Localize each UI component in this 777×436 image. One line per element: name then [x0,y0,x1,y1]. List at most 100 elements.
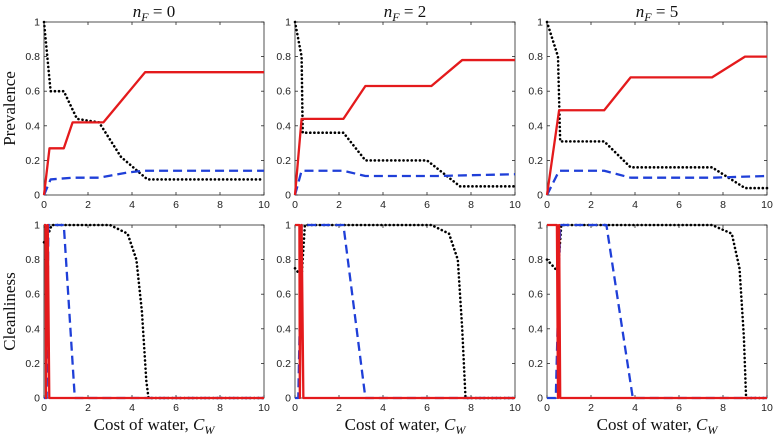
x-tick-label: 2 [588,402,594,414]
x-tick-label: 8 [468,199,474,211]
axes-frame [294,21,516,196]
y-tick-label: 0.2 [276,155,291,167]
x-tick-label: 0 [41,199,47,211]
series-line-red-solid [547,223,767,400]
x-tick-label: 10 [509,199,521,211]
x-tick-label: 2 [85,402,91,414]
y-tick-label: 1 [537,220,543,232]
x-tick-label: 4 [129,402,135,414]
x-tick-label: 6 [173,199,179,211]
x-tick-label: 8 [720,402,726,414]
x-tick-label: 0 [292,402,298,414]
y-tick-label: 0.8 [528,254,543,266]
panel-r0-c2: 0 2 4 6 8 10 0 0.2 0.4 0.6 0.8 1 nF = 5 [528,2,773,211]
x-tick-label: 10 [509,402,521,414]
y-tick-label: 0.4 [276,323,291,335]
x-tick-label: 4 [632,199,638,211]
y-tick-label: 0.6 [25,86,40,98]
y-tick-label: 0.8 [528,51,543,63]
x-tick-label: 8 [217,199,223,211]
series-group [293,223,517,400]
y-tick-label: 0 [34,190,40,202]
y-tick-label: 0.2 [276,358,291,370]
panel-r0-c1: 0 2 4 6 8 10 0 0.2 0.4 0.6 0.8 1 nF = 2 [276,2,521,211]
axes-frame [294,224,516,399]
series-line-blue-dashed [547,223,767,400]
series-line-blue-dashed [42,169,264,196]
y-tick-label: 0 [285,393,291,405]
x-axis-label: Cost of water, CW [345,415,467,436]
x-tick-label: 8 [720,199,726,211]
series-group [545,223,769,400]
x-tick-label: 4 [380,199,386,211]
panel-r1-c1: 0 2 4 6 8 10 0 0.2 0.4 0.6 0.8 1 Cost of water, CW [276,220,521,436]
y-tick-label: 0.4 [25,323,40,335]
series-group [545,20,769,196]
series-line-black-dotted [545,223,769,400]
series-line-black-dotted [42,20,266,181]
y-tick-label: 0 [537,190,543,202]
axes-frame [546,21,768,196]
x-tick-label: 0 [292,199,298,211]
x-tick-label: 0 [544,402,550,414]
y-tick-label: 0.6 [276,289,291,301]
y-tick-label: 0.4 [528,323,543,335]
y-tick-label: 0.2 [25,358,40,370]
x-tick-label: 4 [380,402,386,414]
y-tick-label: 0.8 [276,254,291,266]
y-tick-label: 0.2 [528,358,543,370]
series-group [293,20,517,196]
y-tick-label: 0 [285,190,291,202]
series-line-blue-dashed [295,223,515,400]
y-tick-label: 0 [537,393,543,405]
y-tick-label: 0 [34,393,40,405]
series-line-red-solid [293,58,515,196]
y-tick-label: 0.6 [528,86,543,98]
series-line-black-dotted [545,20,769,190]
x-axis-label: Cost of water, CW [597,415,719,436]
y-tick-label: 0.2 [25,155,40,167]
series-line-black-dotted [293,20,517,188]
x-tick-label: 4 [632,402,638,414]
y-tick-label: 0.8 [25,51,40,63]
x-tick-label: 6 [424,402,430,414]
panel-r1-c2: 0 2 4 6 8 10 0 0.2 0.4 0.6 0.8 1 Cost of water, CW [528,220,773,436]
x-tick-label: 6 [676,402,682,414]
axes-frame [43,21,265,196]
y-tick-label: 1 [34,17,40,29]
x-tick-label: 6 [424,199,430,211]
x-axis-label: Cost of water, CW [94,415,216,436]
panel-r1-c0: 0 2 4 6 8 10 0 0.2 0.4 0.6 0.8 1 Cost of water, CW [25,220,270,436]
x-tick-label: 2 [336,402,342,414]
y-tick-label: 0.4 [276,120,291,132]
x-tick-label: 2 [85,199,91,211]
series-line-red-solid [295,223,515,400]
y-tick-label: 0.4 [25,120,40,132]
x-tick-label: 2 [336,199,342,211]
series-line-red-solid [42,71,264,196]
axes-frame [546,224,768,399]
panel-r0-c0: 0 2 4 6 8 10 0 0.2 0.4 0.6 0.8 1 nF = 0 [25,2,270,211]
y-tick-label: 0.8 [25,254,40,266]
column-title: nF = 5 [636,2,678,24]
row-label-prevalence: Prevalence [0,71,19,146]
series-line-red-solid [545,55,767,196]
x-tick-label: 8 [468,402,474,414]
x-tick-label: 4 [129,199,135,211]
series-group [42,223,266,400]
y-tick-label: 1 [285,17,291,29]
series-line-black-dotted [293,223,517,400]
x-tick-label: 10 [761,199,773,211]
y-tick-label: 0.8 [276,51,291,63]
series-line-black-dotted [42,223,266,400]
x-tick-label: 8 [217,402,223,414]
x-tick-label: 2 [588,199,594,211]
column-title: nF = 2 [384,2,426,24]
y-tick-label: 1 [285,220,291,232]
x-tick-label: 10 [761,402,773,414]
row-label-cleanliness: Cleanliness [0,272,19,350]
y-tick-label: 0.4 [528,120,543,132]
y-tick-label: 1 [34,220,40,232]
series-group [42,20,266,196]
